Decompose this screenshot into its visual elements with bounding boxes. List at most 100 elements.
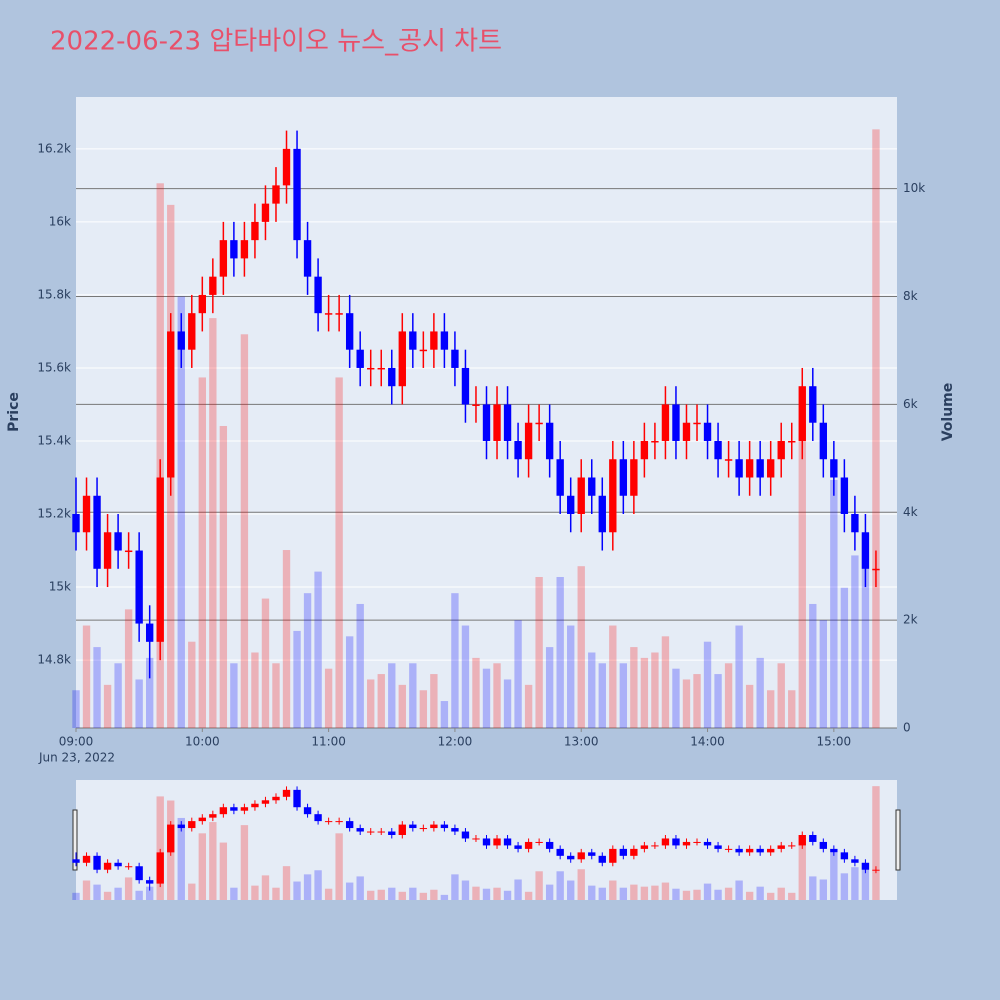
- slider-body: [145, 880, 154, 884]
- slider-handle[interactable]: [72, 809, 78, 871]
- slider-volume: [872, 786, 880, 900]
- volume-bar: [377, 674, 385, 728]
- slider-body: [451, 828, 459, 832]
- slider-body: [388, 831, 396, 835]
- volume-bar: [356, 603, 364, 728]
- x-tick-label: 13:00: [564, 735, 599, 749]
- volume-bar: [335, 377, 343, 728]
- slider-volume: [535, 871, 543, 900]
- volume-bar: [840, 587, 849, 728]
- volume-bar: [872, 129, 880, 728]
- slider-volume: [545, 884, 554, 900]
- slider-handle[interactable]: [895, 809, 901, 871]
- slider-volume: [272, 887, 280, 900]
- candle-body: [135, 550, 143, 624]
- slider-volume: [251, 885, 259, 900]
- slider-body: [482, 838, 491, 846]
- slider-body: [514, 845, 522, 849]
- slider-volume: [472, 886, 480, 900]
- slider-body: [198, 817, 206, 822]
- volume-bar: [230, 663, 238, 728]
- y-tick-label: 15.8k: [37, 287, 71, 301]
- slider-body: [345, 821, 354, 829]
- candle-body: [314, 276, 322, 314]
- volume-bar: [282, 550, 291, 728]
- y-tick-label: 14.8k: [37, 653, 71, 667]
- candle-body: [240, 240, 249, 259]
- slider-volume: [609, 880, 617, 900]
- slider-body: [745, 848, 754, 853]
- slider-body: [777, 845, 785, 849]
- slider-volume: [198, 833, 206, 900]
- volume-bar: [293, 630, 301, 728]
- candle-body: [261, 203, 270, 222]
- slider-volume: [145, 886, 154, 900]
- slider-volume: [388, 887, 396, 900]
- candle-body: [609, 459, 617, 533]
- slider-body: [735, 848, 743, 853]
- y2-tick-label: 6k: [903, 397, 918, 411]
- candle-body: [524, 422, 533, 460]
- candle-body: [661, 404, 670, 441]
- y2-tick-label: 8k: [903, 289, 918, 303]
- candle-body: [377, 367, 385, 370]
- slider-body: [788, 845, 796, 847]
- volume-bar: [703, 641, 712, 728]
- slider-volume: [809, 876, 817, 900]
- slider-volume: [756, 886, 764, 900]
- volume-bar: [640, 657, 649, 728]
- volume-bar: [567, 625, 575, 728]
- slider-volume: [577, 869, 585, 900]
- slider-volume: [567, 880, 575, 900]
- candle-body: [872, 568, 880, 571]
- y-tick-label: 16k: [49, 214, 71, 228]
- candle-body: [735, 459, 743, 478]
- volume-bar: [251, 652, 259, 728]
- slider-body: [398, 824, 406, 835]
- slider-volume: [745, 891, 754, 900]
- slider-volume: [282, 866, 291, 900]
- volume-bar: [788, 690, 796, 728]
- slider-body: [567, 855, 575, 860]
- volume-bar: [324, 668, 333, 728]
- candle-body: [809, 386, 817, 423]
- volume-bar: [798, 420, 806, 728]
- x-axis-sublabel: Jun 23, 2022: [38, 751, 115, 765]
- candle-body: [861, 532, 870, 569]
- slider-body: [545, 841, 554, 849]
- volume-bar: [724, 663, 733, 728]
- candle-body: [293, 148, 301, 241]
- y2-tick-label: 0: [903, 721, 911, 735]
- candle-body: [651, 440, 659, 443]
- slider-volume: [114, 887, 122, 900]
- candle-body: [851, 514, 859, 533]
- slider-body: [830, 848, 838, 853]
- candle-body: [419, 349, 428, 352]
- candle-body: [493, 404, 501, 441]
- volume-bar: [482, 668, 491, 728]
- candle-body: [830, 459, 838, 478]
- volume-bar: [514, 620, 522, 728]
- slider-body: [82, 855, 91, 863]
- candle-body: [303, 240, 312, 277]
- volume-bar: [156, 183, 164, 729]
- volume-bar: [272, 663, 280, 728]
- slider-body: [314, 814, 322, 822]
- slider-volume: [261, 875, 270, 900]
- slider-body: [72, 859, 80, 863]
- candle-body: [167, 331, 175, 478]
- slider-volume: [693, 889, 701, 900]
- slider-volume: [588, 885, 596, 900]
- slider-body: [493, 838, 501, 846]
- candle-body: [745, 459, 754, 478]
- volume-bar: [114, 663, 122, 728]
- volume-bar: [261, 598, 270, 728]
- volume-bar: [588, 652, 596, 728]
- volume-bar: [219, 425, 228, 728]
- slider-volume: [724, 887, 733, 900]
- slider-body: [272, 796, 280, 801]
- volume-bar: [809, 603, 817, 728]
- volume-bar: [503, 679, 512, 728]
- volume-bar: [777, 663, 785, 728]
- slider-body: [840, 852, 849, 860]
